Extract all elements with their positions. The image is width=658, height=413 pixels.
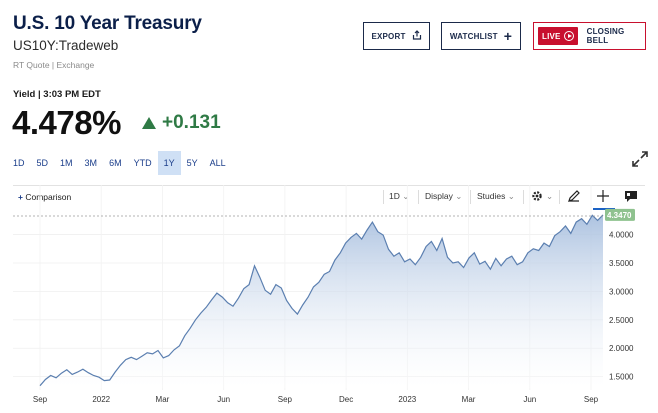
interval-label: 1D — [389, 191, 400, 201]
last-price: 4.478% — [12, 104, 121, 141]
plus-icon: + — [503, 28, 513, 44]
studies-label: Studies — [477, 191, 506, 201]
expand-icon[interactable] — [631, 150, 649, 168]
up-arrow-icon — [142, 117, 156, 129]
yield-series-line — [39, 214, 604, 387]
x-tick-label: Sep — [33, 395, 48, 404]
share-icon — [412, 29, 422, 43]
plus-icon: + — [18, 192, 23, 202]
chevron-down-icon: ⌄ — [507, 191, 515, 201]
range-5y[interactable]: 5Y — [186, 158, 198, 168]
display-dropdown[interactable]: Display ⌄ — [425, 191, 462, 202]
last-value-badge: 4.3470 — [605, 208, 635, 221]
x-tick-label: Sep — [278, 395, 293, 404]
crosshair-active-indicator — [593, 208, 615, 210]
play-icon — [563, 31, 574, 41]
pencil-icon[interactable] — [567, 189, 581, 203]
yield-timestamp: Yield | 3:03 PM EDT — [13, 89, 101, 100]
range-1y[interactable]: 1Y — [157, 151, 181, 175]
x-tick-label: 2022 — [92, 395, 110, 404]
range-3m[interactable]: 3M — [84, 158, 98, 168]
y-tick-label: 2.0000 — [609, 344, 634, 353]
x-tick-label: Dec — [339, 395, 353, 404]
x-axis: Sep 2022 Mar Jun Sep Dec 2023 Mar Jun Sep — [33, 395, 599, 404]
toolbar-divider — [418, 190, 419, 204]
live-label: LIVE — [542, 31, 561, 41]
watchlist-label: WATCHLIST — [449, 31, 498, 41]
yield-area-fill — [40, 214, 603, 388]
quote-source: RT Quote | Exchange — [13, 60, 95, 70]
page-title: U.S. 10 Year Treasury — [13, 13, 202, 34]
chevron-down-icon[interactable]: ⌄ — [546, 191, 554, 201]
range-ytd[interactable]: YTD — [133, 158, 152, 168]
symbol-label: US10Y:Tradeweb — [13, 38, 119, 53]
comparison-button[interactable]: + Comparison — [18, 192, 71, 202]
chevron-down-icon: ⌄ — [455, 191, 463, 201]
y-tick-label: 1.5000 — [609, 373, 634, 382]
watchlist-button[interactable]: WATCHLIST + — [441, 22, 521, 50]
range-5d[interactable]: 5D — [36, 158, 49, 168]
interval-dropdown[interactable]: 1D ⌄ — [389, 191, 409, 202]
export-label: EXPORT — [371, 31, 406, 41]
export-button[interactable]: EXPORT — [363, 22, 430, 50]
y-axis: 4.0000 3.5000 3.0000 2.5000 2.0000 1.5000 — [609, 231, 634, 382]
x-tick-label: 2023 — [398, 395, 416, 404]
x-tick-label: Mar — [462, 395, 476, 404]
gear-icon[interactable] — [530, 189, 544, 203]
comparison-label: Comparison — [25, 192, 72, 202]
y-tick-label: 2.5000 — [609, 316, 634, 325]
live-badge: LIVE — [538, 27, 578, 45]
chevron-down-icon: ⌄ — [402, 191, 410, 201]
range-6m[interactable]: 6M — [109, 158, 122, 168]
range-1d[interactable]: 1D — [13, 158, 25, 168]
change-value: +0.131 — [162, 112, 221, 133]
toolbar-divider — [559, 190, 560, 204]
y-tick-label: 3.5000 — [609, 259, 634, 268]
x-tick-label: Jun — [523, 395, 536, 404]
x-tick-label: Jun — [217, 395, 230, 404]
range-all[interactable]: ALL — [209, 158, 226, 168]
studies-dropdown[interactable]: Studies ⌄ — [477, 191, 515, 202]
price-change: +0.131 — [142, 112, 221, 134]
toolbar-divider — [470, 190, 471, 204]
range-selector: 1D 5D 1M 3M 6M YTD 1Y 5Y ALL — [13, 151, 238, 175]
closing-bell-label: CLOSING BELL — [586, 27, 625, 45]
chart-container: + Comparison 1D ⌄ Display ⌄ Studies ⌄ ⌄ — [13, 185, 645, 410]
toolbar-divider — [523, 190, 524, 204]
x-tick-label: Sep — [584, 395, 599, 404]
y-tick-label: 3.0000 — [609, 287, 634, 296]
news-icon[interactable] — [624, 189, 638, 203]
y-tick-label: 4.0000 — [609, 231, 634, 240]
closing-bell-button[interactable]: LIVE CLOSING BELL — [533, 22, 646, 50]
x-tick-label: Mar — [156, 395, 170, 404]
last-value-label: 4.3470 — [607, 211, 632, 220]
chart-toolbar: + Comparison 1D ⌄ Display ⌄ Studies ⌄ ⌄ — [13, 186, 645, 210]
display-label: Display — [425, 191, 453, 201]
toolbar-divider — [383, 190, 384, 204]
yield-chart[interactable]: 4.0000 3.5000 3.0000 2.5000 2.0000 1.5000 Sep… — [13, 185, 645, 410]
crosshair-icon[interactable] — [596, 189, 610, 203]
range-1m[interactable]: 1M — [60, 158, 73, 168]
